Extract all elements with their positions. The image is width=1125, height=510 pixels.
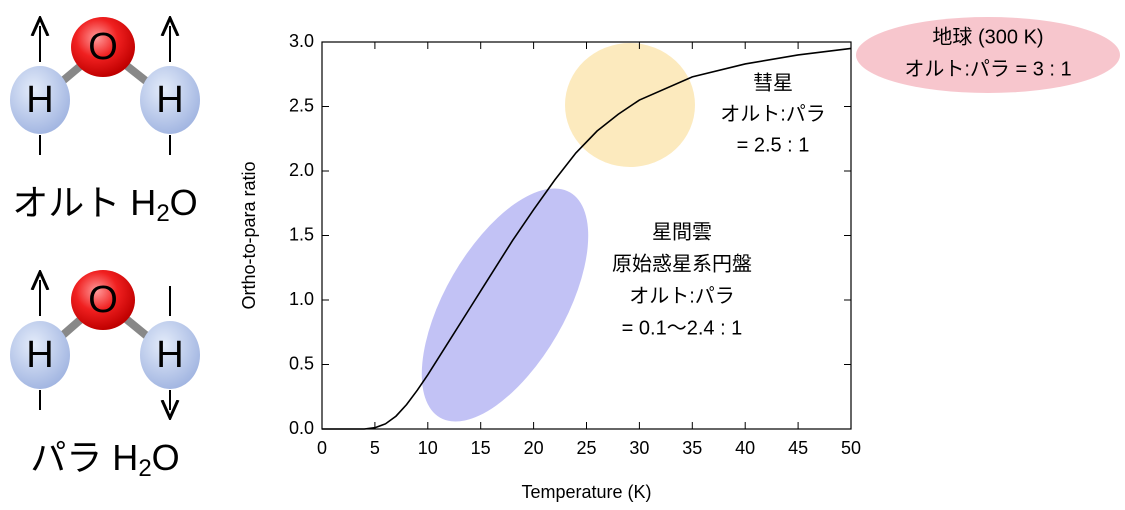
label-text: O (170, 182, 198, 223)
interstellar-annotation: 星間雲 (652, 221, 712, 243)
interstellar-annotation: 原始惑星系円盤 (612, 252, 752, 275)
earth-annotation: オルト:パラ = 3 : 1 (904, 58, 1071, 80)
atom-label: H (26, 334, 53, 376)
interstellar-annotation: = 0.1〜2.4 : 1 (622, 317, 743, 339)
atom-label: H (26, 79, 53, 121)
x-tick-label: 45 (788, 438, 808, 458)
ortho-label: オルト H2O (12, 182, 197, 228)
x-tick-label: 0 (317, 438, 327, 458)
interstellar-annotation: オルト:パラ (629, 285, 735, 307)
comet-annotation: = 2.5 : 1 (737, 134, 810, 156)
comet-region (565, 43, 695, 167)
earth-annotation: 地球 (300 K) (932, 25, 1043, 48)
y-tick-label: 3.0 (289, 31, 314, 51)
atom-label: O (88, 26, 118, 68)
label-text: O (152, 437, 180, 478)
comet-annotation: オルト:パラ (720, 103, 826, 125)
x-tick-label: 25 (576, 438, 596, 458)
interstellar-region (388, 162, 622, 447)
molecules: O H H オルト H2O O H H パラ H2O (10, 17, 200, 482)
atom-label: H (156, 79, 183, 121)
x-tick-label: 20 (524, 438, 544, 458)
atom-label: O (88, 279, 118, 321)
x-tick-label: 35 (682, 438, 702, 458)
x-tick-label: 5 (370, 438, 380, 458)
label-text: パラ H (30, 437, 138, 478)
y-tick-label: 0.5 (289, 353, 314, 373)
y-tick-label: 0.0 (289, 418, 314, 438)
atom-label: H (156, 334, 183, 376)
label-sub: 2 (156, 200, 169, 227)
x-axis-label: Temperature (K) (521, 482, 651, 502)
x-tick-label: 30 (629, 438, 649, 458)
x-tick-label: 15 (471, 438, 491, 458)
para-label: パラ H2O (30, 437, 179, 483)
y-tick-label: 2.5 (289, 95, 314, 115)
y-tick-label: 2.0 (289, 160, 314, 180)
x-tick-label: 10 (418, 438, 438, 458)
y-tick-label: 1.5 (289, 224, 314, 244)
x-tick-label: 40 (735, 438, 755, 458)
comet-annotation: 彗星 (753, 71, 793, 94)
y-tick-label: 1.0 (289, 289, 314, 309)
figure: 0 5 10 15 20 25 30 35 40 45 50 0.0 0.5 1.0 1.5 2.0 2.5 3.… (0, 0, 1125, 510)
y-axis-label: Ortho-to-para ratio (239, 161, 259, 309)
label-sub: 2 (138, 455, 151, 482)
page: {"molecules": {"oxygen": "O", "hydrogen"… (0, 0, 1125, 510)
x-tick-label: 50 (841, 438, 861, 458)
label-text: オルト H (12, 182, 156, 223)
